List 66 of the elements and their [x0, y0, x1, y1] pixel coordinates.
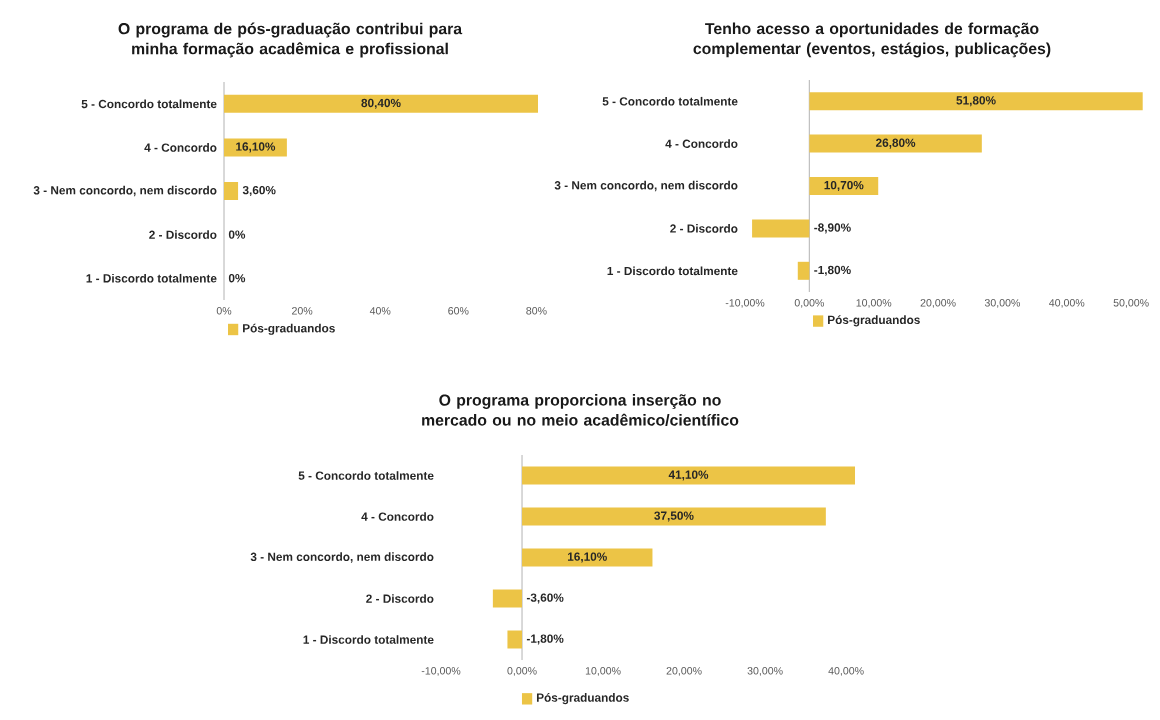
y-tick-label: 2 - Discordo	[149, 230, 217, 239]
x-tick-label: 80%	[526, 307, 547, 315]
bar	[522, 548, 653, 567]
y-tick-label: 1 - Discordo totalmente	[607, 266, 738, 276]
data-label: -1,80%	[526, 634, 564, 645]
chart-title: Tenho acesso a oportunidades de formação complementar (eventos, estágios, publicações)	[693, 22, 1051, 58]
y-tick-label: 2 - Discordo	[670, 224, 738, 233]
x-tick-label: 40%	[369, 307, 391, 315]
legend-label: Pós-graduandos	[243, 323, 335, 335]
bar	[797, 261, 810, 280]
data-label: 16,10%	[236, 142, 276, 153]
bar	[224, 94, 538, 113]
y-tick-label: 4 - Concordo	[361, 512, 434, 521]
bar	[522, 466, 856, 485]
x-tick-label: 40,00%	[1049, 299, 1085, 308]
x-tick-label: 0,00%	[507, 667, 537, 676]
y-tick-label: 5 - Concordo totalmente	[298, 471, 434, 480]
legend-label: Pós-graduandos	[828, 315, 920, 327]
x-tick-label: 0,00%	[794, 299, 824, 308]
bar	[507, 630, 523, 649]
bar	[809, 92, 1143, 111]
y-tick-label: 1 - Discordo totalmente	[86, 273, 217, 283]
bar	[809, 134, 982, 153]
bar	[224, 182, 239, 201]
data-label: -3,60%	[526, 593, 564, 604]
chart-title: O programa proporciona inserção no mercado ou no meio acadêmico/científico	[422, 394, 739, 426]
data-label: -1,80%	[814, 265, 851, 276]
x-tick-label: 20%	[292, 307, 313, 315]
x-tick-label: 20,00%	[920, 299, 956, 308]
data-label: -8,90%	[814, 223, 851, 234]
data-label: 0%	[228, 230, 246, 239]
x-tick-label: 10,00%	[856, 299, 892, 308]
x-tick-label: -10,00%	[725, 299, 765, 308]
x-tick-label: 60%	[448, 307, 469, 315]
bar	[492, 589, 523, 608]
bar	[752, 219, 810, 238]
x-tick-label: 20,00%	[666, 667, 702, 676]
x-tick-label: 50,00%	[1113, 299, 1149, 308]
data-label: 51,80%	[956, 96, 996, 107]
y-tick-label: 5 - Concordo totalmente	[602, 96, 738, 106]
y-tick-label: 1 - Discordo totalmente	[303, 635, 434, 644]
x-tick-label: 40,00%	[828, 667, 864, 676]
y-tick-label: 4 - Concordo	[665, 139, 738, 148]
y-tick-label: 5 - Concordo totalmente	[81, 99, 217, 109]
x-tick-label: 30,00%	[984, 299, 1020, 308]
data-label: 41,10%	[668, 470, 709, 481]
data-label: 37,50%	[654, 511, 694, 522]
y-tick-label: 3 - Nem concordo, nem discordo	[554, 180, 738, 192]
x-tick-label: 0%	[216, 307, 232, 315]
y-tick-label: 2 - Discordo	[366, 594, 434, 603]
y-tick-label: 3 - Nem concordo, nem discordo	[33, 185, 217, 197]
x-tick-label: 30,00%	[747, 667, 783, 676]
data-label: 80,40%	[361, 98, 401, 109]
x-tick-label: -10,00%	[421, 667, 461, 676]
data-label: 3,60%	[242, 185, 276, 197]
data-label: 10,70%	[824, 180, 864, 192]
chart-title: O programa de pós-graduação contribui para minha formação acadêmica e profissional	[118, 22, 463, 58]
bar	[522, 507, 826, 526]
data-label: 26,80%	[875, 138, 916, 149]
y-tick-label: 4 - Concordo	[144, 143, 217, 152]
x-tick-label: 10,00%	[585, 667, 621, 676]
data-label: 0%	[228, 274, 246, 283]
y-tick-label: 3 - Nem concordo, nem discordo	[250, 552, 434, 563]
data-label: 16,10%	[567, 552, 607, 563]
legend-label: Pós-graduandos	[536, 693, 629, 705]
bar	[809, 177, 879, 196]
